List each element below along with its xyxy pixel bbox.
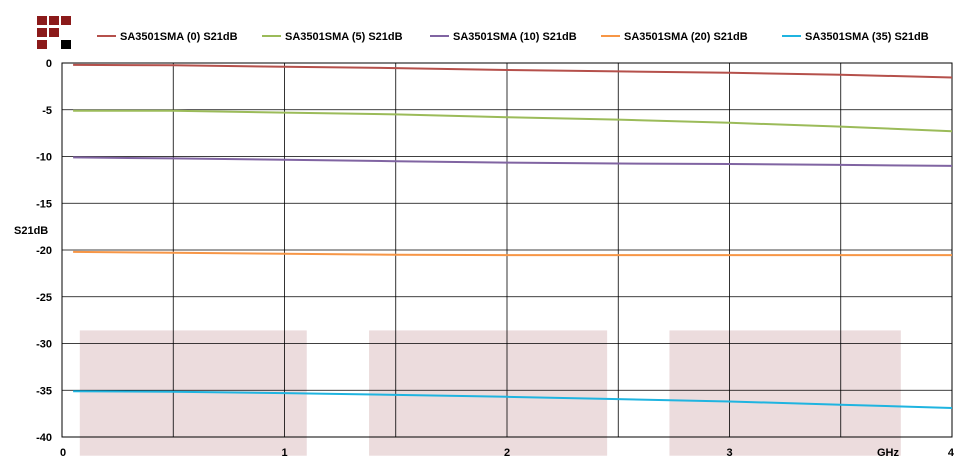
- logo-square: [61, 16, 71, 25]
- y-axis-label: S21dB: [14, 225, 48, 237]
- logo-square: [61, 40, 71, 49]
- legend-entry-label: SA3501SMA (0) S21dB: [120, 31, 238, 43]
- chart-legend: SA3501SMA (0) S21dB SA3501SMA (5) S21dB SA…: [97, 31, 929, 43]
- x-axis-label: GHz: [877, 447, 900, 459]
- series-line: [73, 156, 953, 167]
- series-line: [73, 250, 952, 257]
- logo-square: [37, 28, 47, 37]
- plot-frame: [61, 62, 953, 438]
- y-tick-label: -20: [36, 245, 52, 257]
- x-tick-labels: 0 1 2 3 4: [60, 447, 955, 459]
- y-tick-label: -40: [36, 432, 52, 444]
- series-line: [73, 390, 953, 409]
- series-line: [73, 109, 953, 133]
- y-tick-label: -30: [36, 339, 52, 351]
- shaded-band: [669, 330, 901, 456]
- x-tick-label: 4: [948, 447, 955, 459]
- y-tick-label: -10: [36, 152, 52, 164]
- logo-square: [49, 28, 59, 37]
- logo-square: [37, 40, 47, 49]
- legend-entry-label: SA3501SMA (5) S21dB: [285, 31, 403, 43]
- x-tick-label: 3: [726, 447, 732, 459]
- legend-entry-label: SA3501SMA (35) S21dB: [805, 31, 929, 43]
- chart-grid: [61, 62, 953, 438]
- shaded-bands: [79, 330, 901, 456]
- y-tick-label: -5: [42, 105, 52, 117]
- x-tick-label: 1: [281, 447, 287, 459]
- y-tick-label: -35: [36, 385, 52, 397]
- legend-entry-label: SA3501SMA (20) S21dB: [624, 31, 748, 43]
- x-tick-label: 2: [504, 447, 510, 459]
- series-line: [73, 63, 953, 79]
- logo-square: [37, 16, 47, 25]
- y-tick-label: 0: [46, 58, 52, 70]
- series-lines: [73, 63, 953, 409]
- legend-entry-label: SA3501SMA (10) S21dB: [453, 31, 577, 43]
- x-tick-label: 0: [60, 447, 66, 459]
- y-tick-label: -15: [36, 198, 52, 210]
- shaded-band: [369, 330, 608, 456]
- y-tick-label: -25: [36, 292, 52, 304]
- brand-logo-icon: [37, 16, 71, 49]
- y-tick-labels: 0 -5 -10 -15 -20 -25 -30 -35 -40: [36, 58, 52, 444]
- logo-square: [49, 16, 59, 25]
